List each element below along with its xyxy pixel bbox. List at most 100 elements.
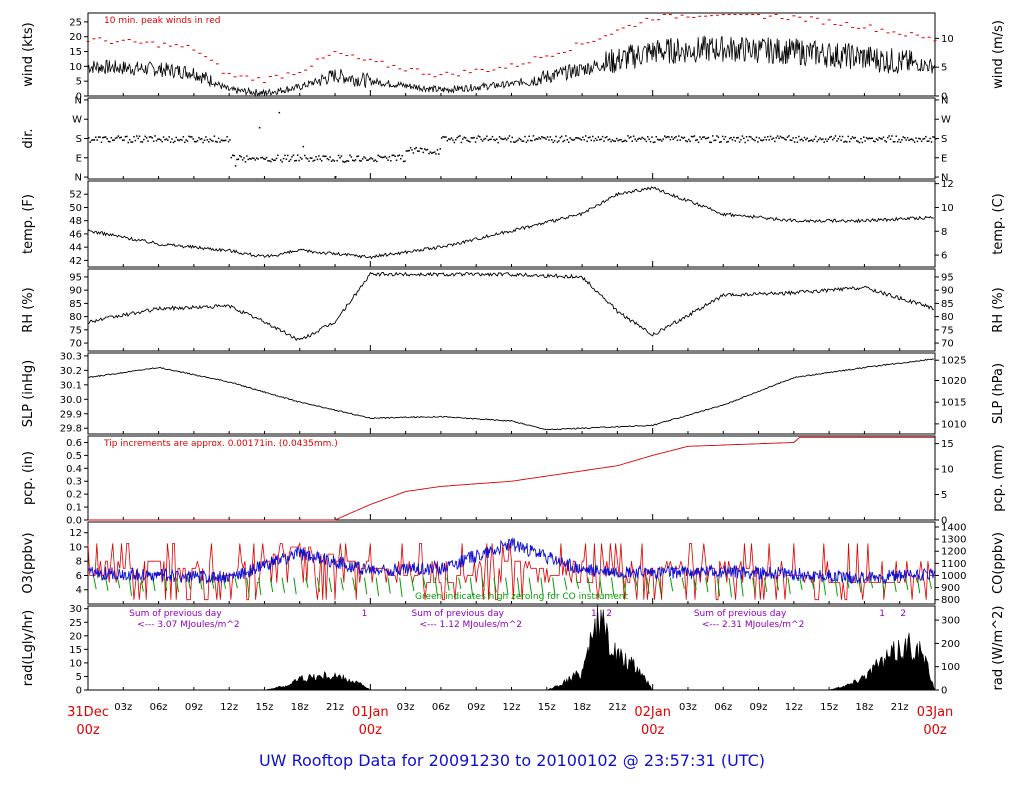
direction-point [706,137,708,139]
direction-point [586,140,588,143]
y-axis-label: pcp. (in) [21,451,36,505]
direction-point [343,161,346,163]
direction-point [614,140,617,142]
direction-point [560,135,563,138]
direction-point [762,139,765,141]
hour-tick-label: 12z [785,702,803,713]
direction-point [658,139,660,141]
direction-point [625,140,628,143]
direction-point [791,139,793,142]
direction-point [484,137,487,140]
direction-point [641,136,643,139]
direction-point [617,139,619,142]
direction-point [767,135,769,138]
direction-point [193,140,196,143]
direction-point [587,136,590,139]
direction-point [483,138,485,141]
direction-point [463,136,466,139]
direction-point [750,136,752,138]
y2-tick-label: 80 [941,312,954,323]
direction-point [601,135,604,138]
direction-point [415,146,418,149]
y2-tick-label: 75 [941,325,954,336]
direction-point [426,148,429,151]
direction-point [734,140,737,142]
y2-tick-label: 1020 [941,376,966,387]
direction-point [596,139,598,141]
date-label: 03Jan [917,705,954,720]
direction-point [405,150,408,152]
direction-point [719,141,721,144]
direction-point [599,138,601,141]
rh-series-line [87,271,934,342]
direction-point [699,136,701,138]
direction-point [123,139,125,141]
y-tick-label: 50 [69,203,82,214]
direction-point [200,137,203,140]
y2-tick-label: 5 [941,63,947,74]
y2-tick-label: N [941,173,948,184]
hour-tick-label: 09z [467,702,485,713]
direction-point [672,138,674,141]
direction-point [303,154,306,157]
direction-point [295,159,298,162]
y2-tick-label: 300 [941,616,960,627]
direction-point [505,139,508,141]
direction-point [102,136,104,139]
y-axis-label: temp. (F) [21,194,36,254]
direction-point [447,138,450,140]
direction-point [840,139,842,141]
direction-point [695,139,697,142]
direction-point [717,136,720,138]
direction-point [361,158,364,160]
direction-point [411,149,413,151]
direction-point [559,136,561,139]
direction-point [730,136,732,139]
direction-point [495,138,498,141]
direction-point [428,152,430,155]
direction-point [491,135,494,138]
direction-point [906,136,909,139]
direction-point [202,141,204,144]
direction-point [796,141,799,143]
y-tick-label: 25 [69,17,82,28]
direction-point [881,138,883,140]
direction-point [373,160,375,162]
direction-point [349,154,351,156]
y-tick-label: 30.2 [60,366,82,377]
direction-point [134,139,137,142]
direction-point [126,135,128,138]
direction-point [570,138,573,141]
direction-point [775,137,777,139]
direction-point [117,135,120,137]
direction-point [740,138,742,141]
hour-tick-label: 03z [679,702,697,713]
y2-axis-label: CO(ppbv) [991,532,1006,594]
direction-point [275,157,278,160]
direction-point [566,138,569,141]
direction-point [889,138,892,141]
direction-point [230,156,233,159]
direction-point [366,159,368,161]
date-hour-label: 00z [359,723,383,738]
y-axis-label: RH (%) [21,287,36,332]
hour-tick-label: 09z [185,702,203,713]
direction-point [192,138,194,140]
y-tick-label: N [75,95,82,106]
direction-point [357,155,360,157]
direction-point [476,137,478,140]
direction-point [450,137,453,139]
direction-point [624,139,626,142]
direction-point [432,151,434,154]
direction-point [97,136,100,138]
panel-annotation: 10 min. peak winds in red [104,16,221,26]
direction-point [333,160,336,162]
direction-point [222,139,224,142]
y2-tick-label: 1015 [941,398,966,409]
direction-point [720,140,722,143]
direction-point [260,156,262,159]
direction-point [288,160,290,163]
direction-point [527,139,529,142]
direction-point [145,137,148,139]
direction-point [216,141,218,143]
